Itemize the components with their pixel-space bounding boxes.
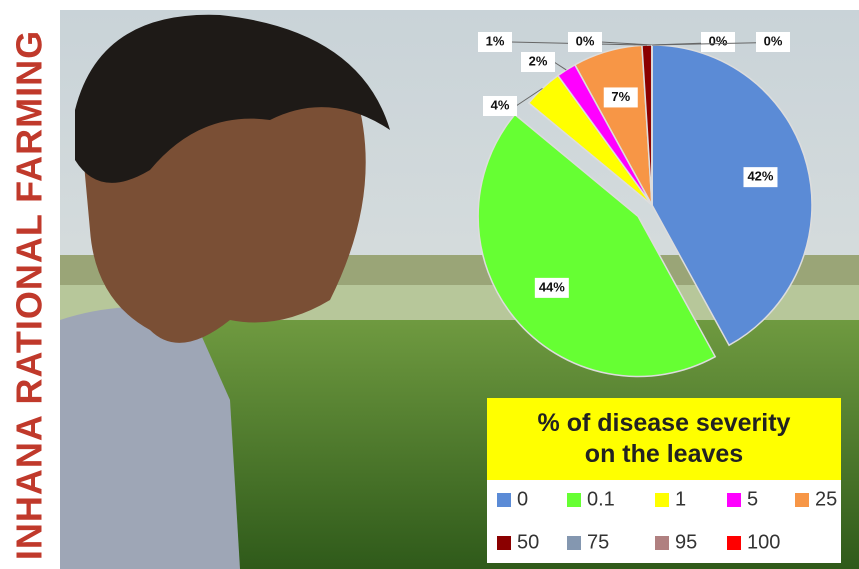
data-label: 0%	[709, 33, 728, 48]
legend-label: 100	[747, 531, 780, 553]
chart: INHANA RATIONAL FARMING % of disease sev…	[0, 0, 859, 569]
legend-swatch	[497, 493, 511, 507]
legend-label: 75	[587, 531, 609, 553]
legend-label: 5	[747, 488, 758, 510]
legend-swatch	[567, 536, 581, 550]
data-label: 2%	[529, 53, 548, 68]
legend-swatch	[727, 493, 741, 507]
data-label: 1%	[486, 33, 505, 48]
data-label: 44%	[539, 279, 565, 294]
chart-title: % of disease severity on the leaves	[487, 398, 841, 480]
brand-text: INHANA RATIONAL FARMING	[9, 30, 50, 560]
legend-swatch	[567, 493, 581, 507]
legend-label: 95	[675, 531, 697, 553]
legend-swatch	[655, 536, 669, 550]
data-label: 7%	[611, 89, 630, 104]
legend-label: 50	[517, 531, 539, 553]
legend-swatch	[795, 493, 809, 507]
data-label: 4%	[491, 97, 510, 112]
legend-swatch	[497, 536, 511, 550]
screenshot: INHANA RATIONAL FARMING % of disease sev…	[0, 0, 859, 569]
data-label: 0%	[764, 33, 783, 48]
legend-label: 0.1	[587, 488, 615, 510]
data-label: 0%	[576, 33, 595, 48]
legend-title-holder: % of disease severity on the leaves	[487, 398, 841, 480]
data-label: 42%	[747, 169, 773, 184]
legend-label: 1	[675, 488, 686, 510]
legend-label: 0	[517, 488, 528, 510]
legend-label: 25	[815, 488, 837, 510]
legend-swatch	[655, 493, 669, 507]
legend-swatch	[727, 536, 741, 550]
